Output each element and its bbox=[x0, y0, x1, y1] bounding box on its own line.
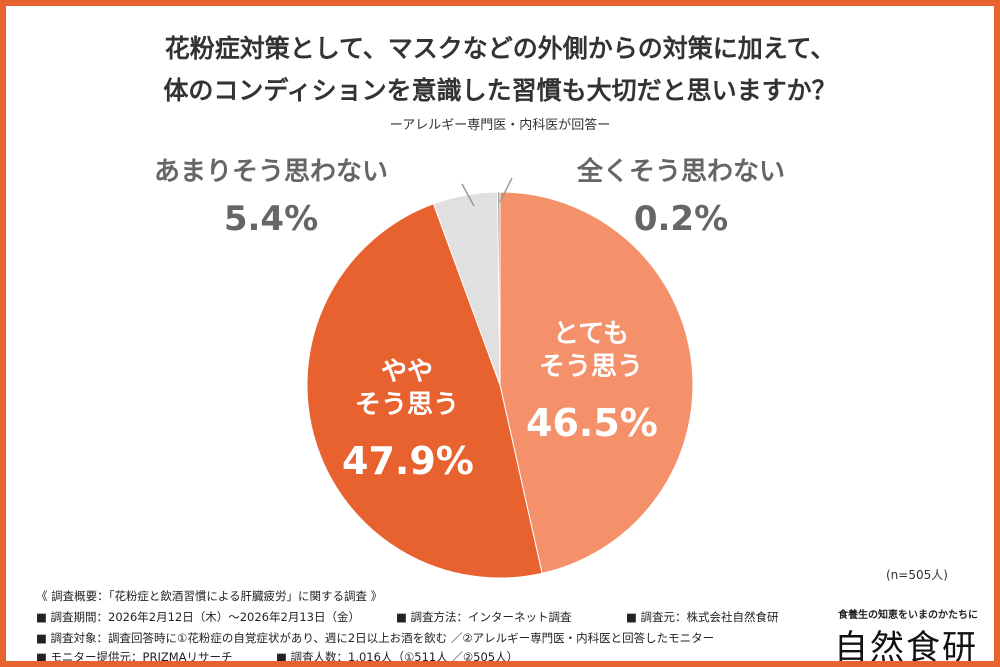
note: ■ 調査人数：1,016人（①511人 ／②505人） bbox=[276, 650, 519, 664]
note: ■ 調査期間：2026年2月12日（木）～2026年2月13日（金） bbox=[36, 610, 360, 624]
chart bbox=[306, 177, 694, 579]
slice-label: やや そう思う bbox=[354, 357, 459, 420]
value-label: 5.4% bbox=[223, 199, 319, 239]
note: ■ 調査対象：調査回答時に①花粉症の自覚症状があり、週に2日以上お酒を飲む ／②… bbox=[36, 631, 715, 645]
value-label: 46.5% bbox=[526, 401, 658, 445]
note: ■ 調査方法：インターネット調査 bbox=[396, 610, 572, 624]
chart-subtitle: ーアレルギー専門医・内科医が回答ー bbox=[389, 118, 611, 133]
note: ■ 調査元：株式会社自然食研 bbox=[626, 610, 779, 624]
logo-tagline: 食養生の知恵をいまのかたちに bbox=[838, 610, 978, 621]
pie-slice bbox=[497, 191, 501, 386]
leader-line bbox=[461, 183, 475, 207]
sample-note: (n=505人) bbox=[886, 568, 948, 582]
logo: 自然食研 bbox=[834, 628, 978, 667]
leader-line bbox=[499, 177, 513, 203]
slice-label: 全くそう思わない bbox=[576, 157, 785, 187]
note: ■ モニター提供元：PRIZMAリサーチ bbox=[36, 650, 233, 664]
value-label: 47.9% bbox=[342, 439, 474, 483]
slice-label: とても そう思う bbox=[538, 319, 643, 382]
chart-title: 花粉症対策として、マスクなどの外側からの対策に加えて、 体のコンディションを意識… bbox=[163, 34, 837, 105]
note: 《 調査概要：「花粉症と飲酒習慣による肝臓疲労」に関する調査 》 bbox=[36, 589, 383, 603]
value-label: 0.2% bbox=[633, 199, 729, 239]
pie-slice bbox=[306, 203, 543, 579]
slice-label: あまりそう思わない bbox=[153, 157, 388, 187]
pie-slice bbox=[499, 191, 694, 574]
